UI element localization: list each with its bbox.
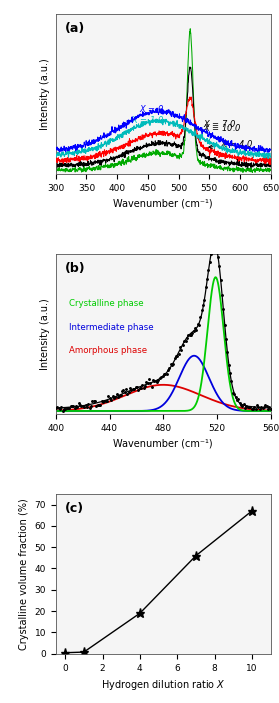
Y-axis label: Crystalline volume fraction (%): Crystalline volume fraction (%) [19, 498, 29, 650]
Text: $X$ = 10.0: $X$ = 10.0 [203, 122, 242, 133]
Text: Crystalline phase: Crystalline phase [69, 299, 144, 309]
Text: $X$ = 0: $X$ = 0 [139, 103, 165, 113]
Text: Intermediate phase: Intermediate phase [69, 323, 154, 332]
X-axis label: Wavenumber (cm⁻¹): Wavenumber (cm⁻¹) [113, 438, 213, 449]
Text: $X$ = 7.0: $X$ = 7.0 [203, 118, 236, 129]
Y-axis label: Intensity (a.u.): Intensity (a.u.) [40, 298, 50, 370]
Text: Amorphous phase: Amorphous phase [69, 346, 147, 355]
Y-axis label: Intensity (a.u.): Intensity (a.u.) [40, 58, 50, 130]
Text: (b): (b) [64, 262, 85, 275]
Text: (c): (c) [64, 502, 83, 515]
Text: $X$ = 4.0: $X$ = 4.0 [209, 138, 254, 150]
Text: (a): (a) [64, 22, 85, 35]
X-axis label: Hydrogen dilution ratio $X$: Hydrogen dilution ratio $X$ [101, 678, 226, 692]
Text: $X$ = 1.0: $X$ = 1.0 [131, 115, 164, 126]
X-axis label: Wavenumber (cm⁻¹): Wavenumber (cm⁻¹) [113, 198, 213, 208]
